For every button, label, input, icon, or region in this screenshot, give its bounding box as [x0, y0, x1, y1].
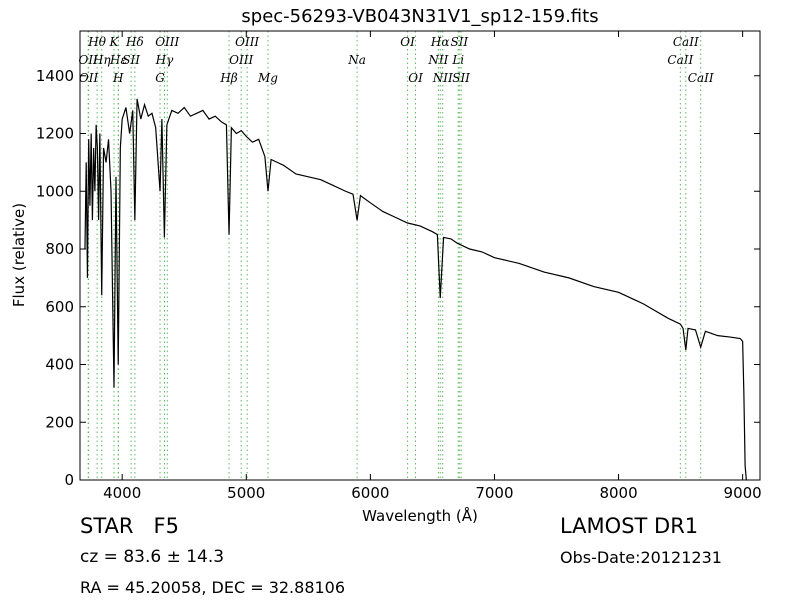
spectral-line-label: K [109, 35, 120, 49]
obs-date: Obs-Date:20121231 [560, 548, 722, 567]
spectral-line-label: Hβ [219, 71, 237, 85]
chart-title: spec-56293-VB043N31V1_sp12-159.fits [241, 6, 598, 27]
survey: LAMOST DR1 [560, 514, 699, 538]
spectral-line-label: Hη [92, 53, 111, 67]
y-tick-label: 200 [45, 413, 74, 431]
spectrum [84, 98, 747, 481]
y-tick-label: 1400 [36, 67, 74, 85]
spectral-line-label: CaII [688, 71, 714, 85]
spectral-line-label: OI [400, 35, 415, 49]
coordinates: RA = 45.20058, DEC = 32.88106 [80, 578, 346, 597]
y-tick-label: 1000 [36, 182, 74, 200]
x-tick-label: 6000 [351, 484, 389, 502]
spectral-line-label: OIII [235, 35, 259, 49]
spectral-line-label: CaII [667, 53, 693, 67]
spectral-line-label: OII [79, 71, 99, 85]
x-tick-label: 7000 [475, 484, 513, 502]
spectral-line-label: Li [451, 53, 464, 67]
redshift: cz = 83.6 ± 14.3 [80, 547, 225, 567]
spectral-line-label: SII [122, 53, 140, 67]
spectral-line-label: Hδ [125, 35, 144, 49]
spectral-line-label: OIII [229, 53, 253, 67]
y-tick-label: 0 [64, 471, 74, 489]
y-tick-label: 600 [45, 298, 74, 316]
y-tick-label: 1200 [36, 125, 74, 143]
spectral-line-label: OIII [155, 35, 179, 49]
x-tick-label: 4000 [103, 484, 141, 502]
x-tick-label: 9000 [724, 484, 762, 502]
spectral-line-label: NII [427, 53, 448, 67]
y-axis-label: Flux (relative) [10, 203, 28, 307]
y-tick-label: 400 [45, 356, 74, 374]
spectral-line-label: Na [347, 53, 366, 67]
spectral-line-label: SII [450, 35, 468, 49]
spectral-line-label: Hε [109, 53, 127, 67]
spectral-line-label: OI [408, 71, 423, 85]
spectral-line-label: OII [79, 53, 99, 67]
spectral-line-label: Hθ [87, 35, 106, 49]
spectral-line-label: Mg [257, 71, 278, 85]
x-axis-label: Wavelength (Å) [362, 506, 478, 525]
x-tick-label: 5000 [227, 484, 265, 502]
y-tick-label: 800 [45, 240, 74, 258]
plot-frame [79, 30, 761, 481]
spectral-line-label: Hα [430, 35, 450, 49]
object-class: STAR F5 [80, 514, 179, 538]
spectral-line-label: CaII [673, 35, 699, 49]
spectral-line-label: NII [432, 71, 453, 85]
x-tick-label: 8000 [599, 484, 637, 502]
spectral-line-label: SII [452, 71, 470, 85]
spectral-line-label: G [155, 71, 165, 85]
spectral-line-label: H [112, 71, 124, 85]
spectral-line-label: Hγ [155, 53, 174, 67]
